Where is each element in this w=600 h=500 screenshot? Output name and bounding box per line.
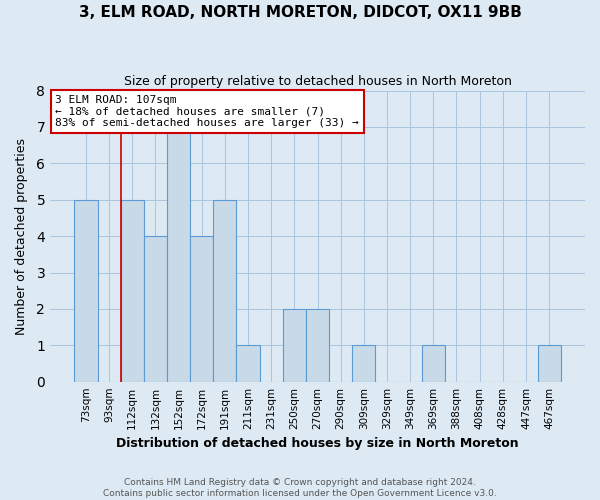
- Bar: [236, 346, 260, 382]
- Text: 3, ELM ROAD, NORTH MORETON, DIDCOT, OX11 9BB: 3, ELM ROAD, NORTH MORETON, DIDCOT, OX11…: [79, 5, 521, 20]
- Bar: [352, 346, 376, 382]
- Bar: [74, 200, 98, 382]
- Bar: [121, 200, 144, 382]
- Title: Size of property relative to detached houses in North Moreton: Size of property relative to detached ho…: [124, 75, 511, 88]
- Bar: [306, 309, 329, 382]
- Text: Contains HM Land Registry data © Crown copyright and database right 2024.
Contai: Contains HM Land Registry data © Crown c…: [103, 478, 497, 498]
- Bar: [167, 127, 190, 382]
- Bar: [214, 200, 236, 382]
- Bar: [422, 346, 445, 382]
- Bar: [538, 346, 560, 382]
- Y-axis label: Number of detached properties: Number of detached properties: [15, 138, 28, 334]
- Bar: [144, 236, 167, 382]
- Bar: [283, 309, 306, 382]
- Text: 3 ELM ROAD: 107sqm
← 18% of detached houses are smaller (7)
83% of semi-detached: 3 ELM ROAD: 107sqm ← 18% of detached hou…: [55, 95, 359, 128]
- X-axis label: Distribution of detached houses by size in North Moreton: Distribution of detached houses by size …: [116, 437, 519, 450]
- Bar: [190, 236, 214, 382]
